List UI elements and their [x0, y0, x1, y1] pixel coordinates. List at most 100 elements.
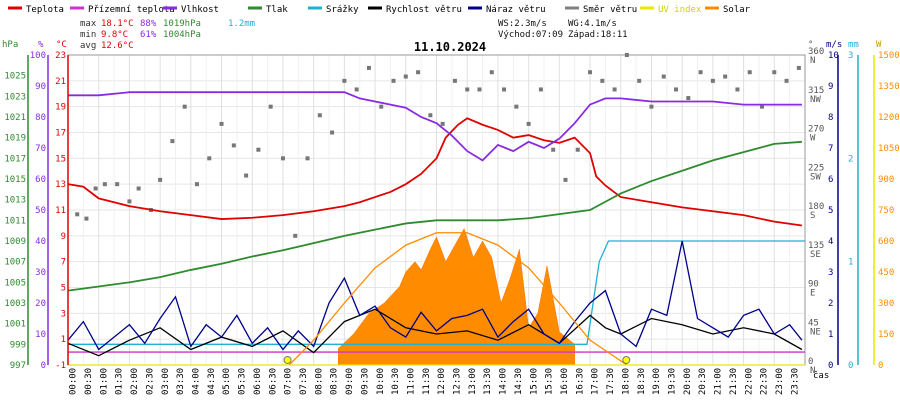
tick-label-time: 06:00: [253, 368, 263, 395]
tick-label-time: 11:00: [406, 368, 416, 395]
tick-label-time: 21:30: [729, 368, 739, 395]
tick-label-time: 06:30: [268, 368, 278, 395]
tick-label-temperature: 13: [55, 180, 66, 190]
tick-label-solar: 1050: [878, 144, 900, 154]
tick-label-time: 16:30: [575, 368, 585, 395]
axis-title-hpa: hPa: [2, 40, 18, 50]
wind-direction-point: [784, 78, 789, 83]
legend: Teplota Přízemní teplota Vlhkost Tlak Srážky…: [8, 5, 751, 15]
tick-label-time: 07:00: [284, 368, 294, 395]
axis-title-deg: °: [808, 40, 813, 50]
tick-label-humidity: 20: [35, 299, 46, 309]
tick-label-pressure: 1013: [4, 196, 26, 206]
tick-label-time: 17:30: [606, 368, 616, 395]
legend-label: Směr větru: [583, 5, 637, 15]
stats-max-temp: 18.1°C: [101, 19, 134, 29]
tick-label-solar: 1200: [878, 113, 900, 123]
wind-direction-point: [170, 139, 175, 144]
wind-direction-point: [489, 70, 494, 75]
tick-label-time: 23:30: [790, 368, 800, 395]
tick-label-rain: 1: [848, 258, 853, 268]
x-axis-label: čas: [813, 370, 829, 381]
wind-direction-point: [698, 70, 703, 75]
tick-label-wind-dir: 0: [808, 357, 813, 367]
tick-label-pressure: 1017: [4, 154, 26, 164]
wind-direction-point: [674, 87, 679, 92]
tick-label-pressure: 999: [10, 340, 26, 350]
tick-label-time: 01:30: [115, 368, 125, 395]
tick-label-wind-dir: 135: [808, 241, 824, 251]
legend-label: Vlhkost: [181, 5, 219, 15]
legend-label: Tlak: [266, 5, 288, 15]
tick-label-pressure: 997: [10, 361, 26, 371]
tick-label-time: 12:00: [437, 368, 447, 395]
tick-label-time: 20:30: [698, 368, 708, 395]
wind-direction-point: [207, 156, 212, 161]
legend-label: Teplota: [26, 5, 64, 15]
sunset-time: Západ:18:11: [568, 30, 628, 40]
series-line-4: [68, 240, 805, 345]
tick-label-wind-dir: 180: [808, 202, 824, 212]
wind-direction-point: [330, 130, 335, 135]
tick-label-wind-dir-compass: E: [810, 289, 815, 299]
tick-label-time: 13:00: [468, 368, 478, 395]
tick-label-time: 23:00: [775, 368, 785, 395]
wind-direction-point: [624, 53, 629, 57]
axis-title-mm: mm: [848, 40, 859, 50]
tick-label-time: 15:00: [529, 368, 539, 395]
tick-label-temperature: 15: [55, 154, 66, 164]
wind-direction-point: [219, 121, 224, 126]
tick-label-wind-dir: 270: [808, 125, 824, 135]
stats-min-label: min: [80, 30, 96, 40]
axis-titles: hPa % °C ° m/s mm W: [2, 40, 882, 50]
wind-direction-point: [268, 104, 273, 109]
wind-direction-point: [416, 70, 421, 75]
tick-label-time: 07:30: [299, 368, 309, 395]
plot-area: [67, 53, 806, 366]
wind-direction-point: [637, 78, 642, 83]
wind-direction-point: [194, 182, 199, 187]
tick-label-wind-dir-compass: S: [810, 211, 815, 221]
wind-direction-point: [182, 104, 187, 109]
wind-direction-point: [575, 147, 580, 152]
wind-direction-point: [723, 74, 728, 79]
tick-label-time: 09:30: [360, 368, 370, 395]
legend-item-7: Směr větru: [565, 5, 637, 15]
series-line-5: [67, 308, 803, 357]
tick-label-wind-speed: 10: [828, 51, 839, 61]
wind-direction-point: [158, 177, 163, 182]
stats-max-press: 1019hPa: [163, 19, 201, 29]
legend-item-1: Přízemní teplota: [70, 5, 175, 15]
axes: 9979991001100310051007100910111013101510…: [4, 47, 899, 395]
stats-avg-label: avg: [80, 41, 96, 51]
sunrise-time: Východ:07:09: [498, 30, 563, 40]
tick-label-wind-speed: 0: [828, 361, 833, 371]
tick-label-time: 18:30: [637, 368, 647, 395]
tick-label-wind-speed: 5: [828, 206, 833, 216]
stats-rain: 1.2mm: [228, 19, 255, 29]
axis-title-pct: %: [38, 40, 44, 50]
wind-direction-point: [747, 70, 752, 75]
tick-label-solar: 300: [878, 299, 894, 309]
tick-label-solar: 450: [878, 268, 894, 278]
wind-direction-point: [293, 233, 298, 238]
tick-label-humidity: 70: [35, 144, 46, 154]
tick-label-pressure: 1009: [4, 237, 26, 247]
wind-direction-point: [305, 156, 310, 161]
tick-label-humidity: 50: [35, 206, 46, 216]
wind-direction-point: [317, 113, 322, 118]
tick-label-time: 08:30: [330, 368, 340, 395]
legend-label: Přízemní teplota: [88, 5, 175, 15]
wind-direction-point: [115, 182, 120, 187]
wind-direction-point: [612, 87, 617, 92]
wind-direction-point: [280, 156, 285, 161]
legend-item-9: Solar: [705, 5, 751, 15]
wind-direction-point: [379, 104, 384, 109]
tick-label-time: 19:00: [652, 368, 662, 395]
tick-label-time: 19:30: [667, 368, 677, 395]
tick-label-temperature: 21: [55, 77, 66, 87]
series-line-7: [288, 232, 628, 366]
tick-label-pressure: 1023: [4, 92, 26, 102]
stats-block: max 18.1°C 88% 1019hPa 1.2mm min 9.8°C 6…: [80, 19, 255, 51]
stats-max-hum: 88%: [140, 19, 157, 29]
